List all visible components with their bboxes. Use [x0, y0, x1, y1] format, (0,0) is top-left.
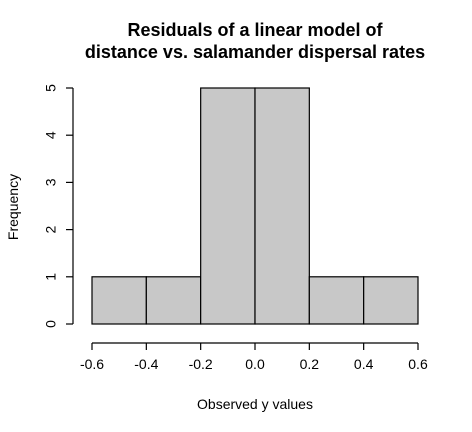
histogram-bar-1 [145, 276, 202, 325]
y-tick-label-4: 4 [43, 131, 59, 139]
histogram-bar-0 [91, 276, 147, 325]
x-axis: -0.6 -0.4 -0.2 0.0 0.2 0.4 0.6 [80, 342, 428, 372]
chart-subtitle: distance vs. salamander dispersal rates [85, 42, 425, 62]
y-tick-label-2: 2 [43, 225, 59, 233]
bars-group [91, 87, 419, 325]
x-tick-label-0: -0.6 [80, 356, 104, 372]
y-tick-label-5: 5 [43, 84, 59, 92]
x-tick-label-5: 0.4 [354, 356, 374, 372]
histogram-bar-3 [254, 87, 310, 325]
y-axis-label: Frequency [5, 174, 21, 240]
x-tick-label-6: 0.6 [408, 356, 428, 372]
y-tick-label-3: 3 [43, 178, 59, 186]
x-tick-label-2: -0.2 [189, 356, 213, 372]
x-tick-label-4: 0.2 [300, 356, 320, 372]
x-tick-label-1: -0.4 [134, 356, 158, 372]
histogram-bar-2 [200, 87, 256, 325]
chart-title: Residuals of a linear model of [127, 20, 383, 40]
histogram-bar-4 [308, 276, 365, 325]
x-axis-label: Observed y values [197, 396, 313, 412]
y-axis: 0 1 2 3 4 5 [43, 84, 74, 328]
y-tick-label-0: 0 [43, 320, 59, 328]
histogram-bar-5 [363, 276, 419, 325]
x-tick-label-3: 0.0 [245, 356, 265, 372]
y-tick-label-1: 1 [43, 273, 59, 281]
